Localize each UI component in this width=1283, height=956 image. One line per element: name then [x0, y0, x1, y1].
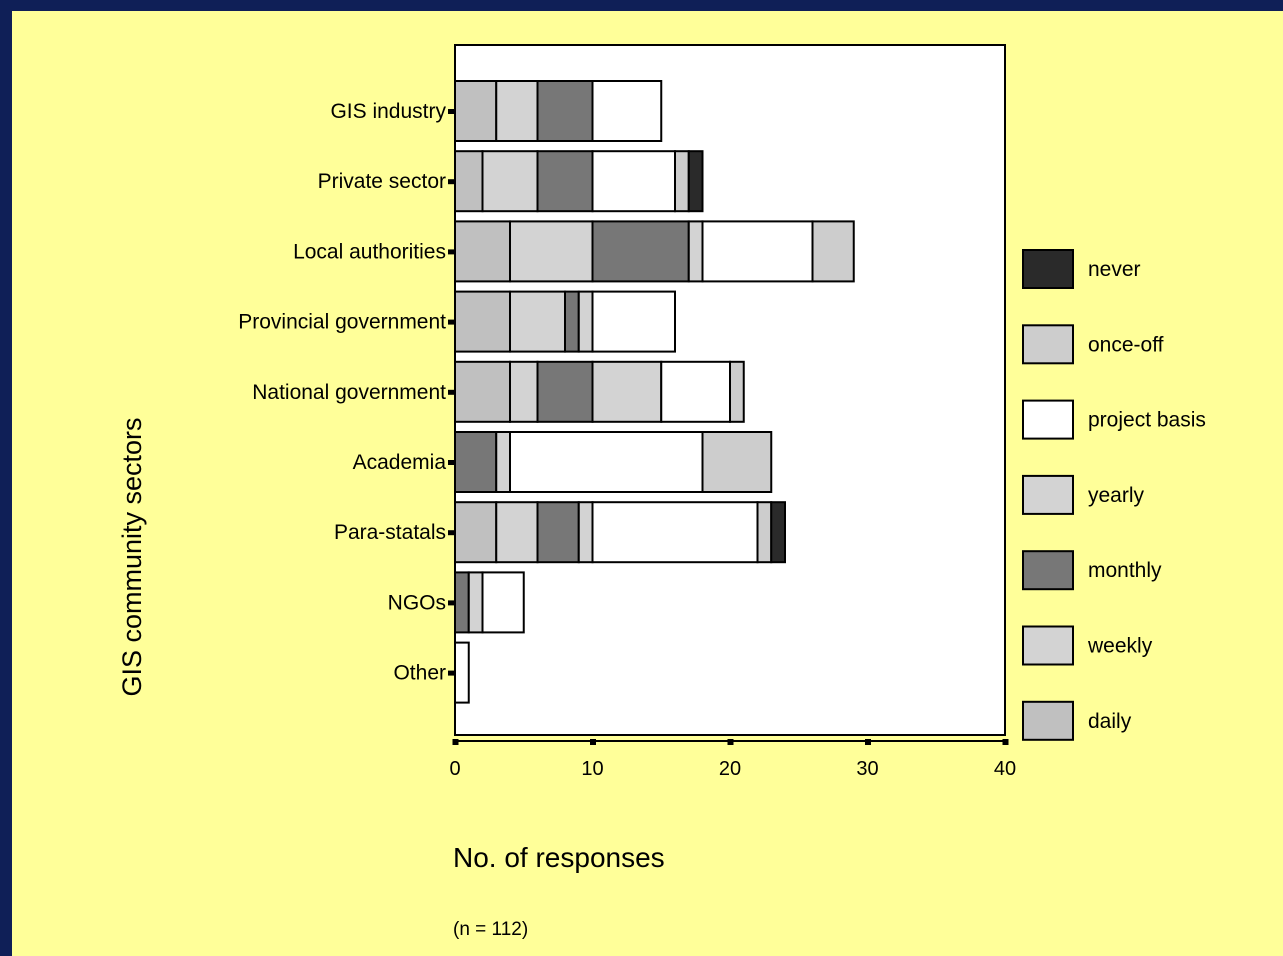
bar-para-statals-monthly: [536, 501, 580, 564]
category-label-ngos: NGOs: [388, 591, 446, 614]
category-label-para-statals: Para-statals: [334, 521, 446, 544]
bar-academia-once-off: [701, 431, 773, 493]
bar-academia-monthly: [454, 431, 498, 493]
category-label-provincial-government: Provincial government: [238, 311, 446, 334]
legend-swatch-once-off: [1022, 324, 1074, 365]
legend-label-yearly: yearly: [1088, 484, 1145, 507]
legend-swatch-daily: [1022, 700, 1074, 741]
y-axis-title: GIS community sectors: [117, 417, 147, 696]
category-label-national-government: National government: [252, 381, 446, 404]
x-tick-label-40: 40: [994, 758, 1016, 780]
legend-label-project-basis: project basis: [1088, 409, 1206, 432]
category-label-other: Other: [393, 662, 446, 685]
legend: never once-off project basis yearly monthly w…: [1022, 249, 1206, 741]
category-label-academia: Academia: [353, 451, 447, 474]
bar-provincial-government-project-basis: [591, 290, 676, 353]
legend-swatch-yearly: [1022, 474, 1074, 515]
category-label-local-authorities: Local authorities: [293, 240, 446, 263]
bar-provincial-government-yearly: [577, 290, 594, 353]
sample-size-note: (n = 112): [453, 919, 528, 940]
y-tick-provincial-government: [448, 319, 454, 325]
bar-academia-project-basis: [509, 431, 704, 493]
bar-ngos-project-basis: [481, 571, 525, 634]
x-tick-label-10: 10: [581, 758, 603, 780]
bar-gis-industry-monthly: [536, 80, 594, 142]
bar-gis-industry-project-basis: [591, 80, 663, 142]
bar-para-statals-daily: [454, 501, 498, 564]
bar-national-government-monthly: [536, 360, 594, 423]
category-labels: GIS industry Private sector Local authorit…: [238, 100, 454, 685]
legend-swatch-project-basis: [1022, 399, 1074, 440]
chart-slide: GIS industry Private sector Local authorit…: [12, 11, 1283, 956]
y-tick-gis-industry: [448, 109, 454, 114]
bars-group: [454, 80, 855, 704]
bar-para-statals-once-off: [756, 501, 773, 564]
x-tick-40: [1002, 739, 1009, 745]
category-label-gis-industry: GIS industry: [330, 100, 446, 123]
x-tick-10: [590, 739, 596, 745]
bar-national-government-yearly: [591, 360, 663, 423]
bar-local-authorities-yearly: [687, 220, 704, 283]
y-tick-other: [448, 670, 454, 676]
bar-local-authorities-daily: [454, 220, 511, 283]
x-tick-20: [727, 739, 734, 745]
x-tick-0: [452, 739, 459, 745]
bar-para-statals-weekly: [495, 501, 539, 564]
x-tick-label-20: 20: [719, 758, 741, 780]
legend-label-weekly: weekly: [1087, 635, 1153, 658]
y-tick-local-authorities: [448, 249, 454, 255]
x-tick-30: [865, 739, 871, 745]
bar-national-government-weekly: [509, 360, 539, 423]
y-tick-national-government: [448, 389, 454, 395]
bar-private-sector-monthly: [536, 150, 594, 213]
legend-label-never: never: [1088, 258, 1141, 281]
bar-national-government-project-basis: [660, 360, 731, 423]
y-tick-academia: [448, 460, 454, 465]
bar-private-sector-weekly: [481, 150, 539, 213]
bar-gis-industry-weekly: [495, 80, 539, 142]
bar-national-government-once-off: [729, 360, 745, 423]
y-tick-para-statals: [448, 530, 454, 536]
bar-ngos-monthly: [454, 571, 470, 634]
bar-provincial-government-daily: [454, 290, 511, 353]
bar-local-authorities-monthly: [591, 220, 690, 283]
legend-swatch-never: [1022, 249, 1074, 289]
category-label-private-sector: Private sector: [318, 170, 446, 193]
legend-label-monthly: monthly: [1088, 559, 1162, 582]
x-axis: 0 10 20 30 40: [449, 739, 1016, 780]
x-tick-label-0: 0: [449, 758, 460, 780]
bar-local-authorities-once-off: [811, 220, 855, 283]
bar-academia-yearly: [495, 431, 511, 493]
y-tick-ngos: [448, 600, 454, 606]
bar-private-sector-never: [687, 150, 704, 213]
bar-provincial-government-weekly: [509, 290, 566, 353]
bar-para-statals-project-basis: [591, 501, 759, 564]
legend-swatch-weekly: [1022, 625, 1074, 666]
bar-provincial-government-monthly: [564, 290, 580, 353]
stacked-bar-chart: GIS industry Private sector Local authorit…: [117, 44, 1206, 940]
legend-label-once-off: once-off: [1088, 333, 1164, 356]
bar-para-statals-yearly: [577, 501, 594, 564]
bar-other-project-basis: [454, 641, 470, 704]
legend-label-daily: daily: [1088, 710, 1132, 733]
bar-private-sector-project-basis: [591, 150, 676, 213]
bar-private-sector-once-off: [674, 150, 690, 213]
x-tick-label-30: 30: [856, 758, 878, 780]
bar-local-authorities-weekly: [509, 220, 594, 283]
bar-para-statals-never: [770, 501, 786, 564]
bar-local-authorities-project-basis: [701, 220, 814, 283]
bar-private-sector-daily: [454, 150, 484, 213]
bar-ngos-yearly: [467, 571, 484, 634]
x-axis-title: No. of responses: [453, 842, 665, 873]
bar-national-government-daily: [454, 360, 511, 423]
bar-gis-industry-daily: [454, 80, 498, 142]
y-tick-private-sector: [448, 179, 454, 185]
legend-swatch-monthly: [1022, 550, 1074, 591]
